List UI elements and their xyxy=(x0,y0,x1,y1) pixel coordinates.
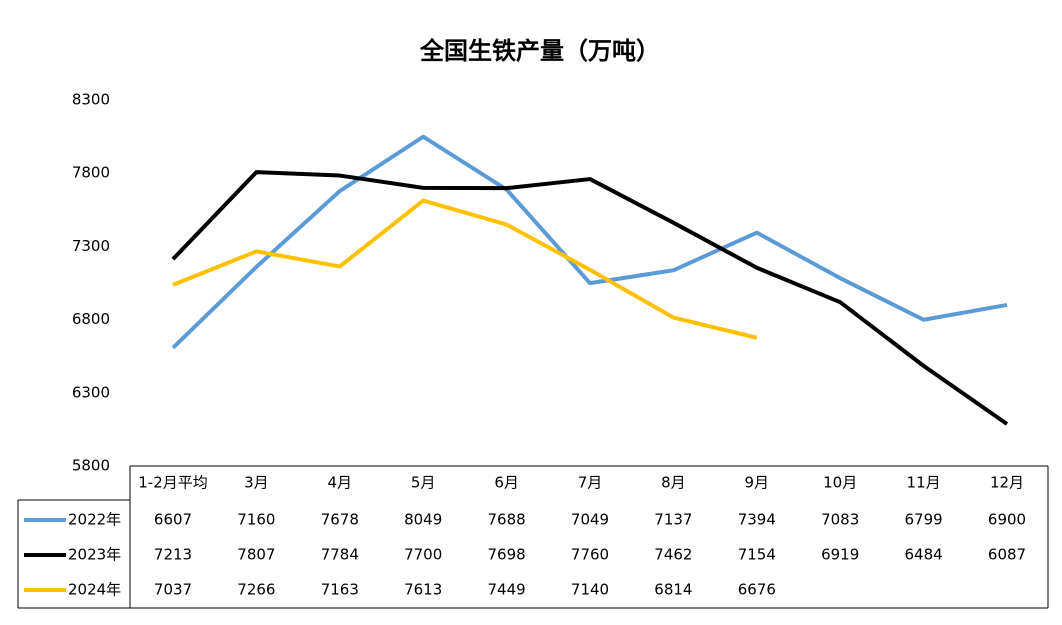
table-cell: 6799 xyxy=(905,511,943,529)
table-cell: 7678 xyxy=(321,511,359,529)
x-tick-label: 1-2月平均 xyxy=(138,474,208,492)
table-cell: 7613 xyxy=(404,581,442,599)
series-line xyxy=(171,134,1008,350)
table-cell: 7688 xyxy=(488,511,526,529)
chart-title: 全国生铁产量（万吨） xyxy=(419,37,660,65)
table-cell: 7037 xyxy=(154,581,192,599)
y-tick-label: 6800 xyxy=(72,310,110,328)
table-cell: 6087 xyxy=(988,546,1026,564)
x-tick-label: 4月 xyxy=(328,474,353,492)
table-cell: 7140 xyxy=(571,581,609,599)
x-tick-label: 3月 xyxy=(244,474,269,492)
table-cell: 6676 xyxy=(738,581,776,599)
table-cell: 7784 xyxy=(321,546,359,564)
data-table-borders xyxy=(17,465,1049,609)
x-tick-label: 8月 xyxy=(661,474,686,492)
table-cell: 7213 xyxy=(154,546,192,564)
table-cell: 7266 xyxy=(237,581,275,599)
x-tick-label: 11月 xyxy=(907,474,941,492)
table-cell: 7160 xyxy=(237,511,275,529)
table-cell: 7462 xyxy=(654,546,692,564)
x-tick-label: 5月 xyxy=(411,474,436,492)
table-cell: 6919 xyxy=(821,546,859,564)
y-tick-label: 8300 xyxy=(72,91,110,109)
legend-label: 2022年 xyxy=(68,511,121,529)
table-cell: 7163 xyxy=(321,581,359,599)
table-cell: 7137 xyxy=(654,511,692,529)
y-tick-label: 5800 xyxy=(72,457,110,475)
legend-label: 2023年 xyxy=(68,546,121,564)
y-tick-label: 7300 xyxy=(72,237,110,255)
x-tick-label: 10月 xyxy=(823,474,857,492)
table-cell: 6607 xyxy=(154,511,192,529)
table-cell: 7049 xyxy=(571,511,609,529)
y-tick-label: 6300 xyxy=(72,383,110,401)
table-cell: 6814 xyxy=(654,581,692,599)
table-cell: 7760 xyxy=(571,546,609,564)
table-cell: 6900 xyxy=(988,511,1026,529)
table-cell: 8049 xyxy=(404,511,442,529)
table-cell: 7700 xyxy=(404,546,442,564)
legend-label: 2024年 xyxy=(68,581,121,599)
table-cell: 6484 xyxy=(905,546,943,564)
x-tick-label: 7月 xyxy=(578,474,603,492)
x-tick-label: 9月 xyxy=(745,474,770,492)
x-tick-label: 6月 xyxy=(494,474,519,492)
table-cell: 7807 xyxy=(237,546,275,564)
series-line xyxy=(172,198,758,340)
table-cell: 7154 xyxy=(738,546,776,564)
series-line xyxy=(171,170,1009,426)
table-cell: 7394 xyxy=(738,511,776,529)
table-cell: 7083 xyxy=(821,511,859,529)
table-cell: 7449 xyxy=(488,581,526,599)
x-tick-label: 12月 xyxy=(990,474,1024,492)
table-cell: 7698 xyxy=(488,546,526,564)
y-tick-label: 7800 xyxy=(72,164,110,182)
